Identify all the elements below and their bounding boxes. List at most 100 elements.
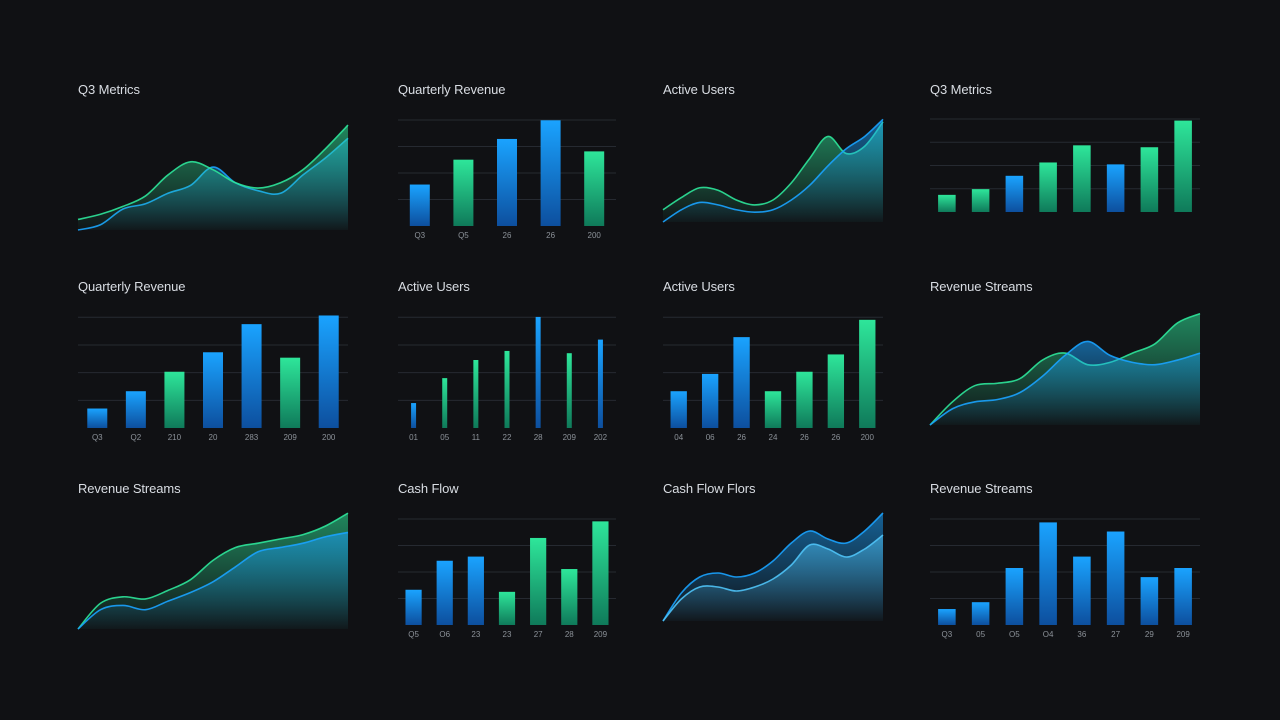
tick-label: 209 [594,630,608,639]
chart-title: Active Users [398,279,470,294]
tick-label: 26 [800,433,809,442]
chart-panel: Active Users 01 05 11 22 28 209 202 [398,279,616,449]
series-line [929,340,1201,426]
bar [1073,556,1091,625]
tick-label: O4 [1043,630,1054,639]
series-line [662,534,884,622]
bar [411,403,417,428]
chart-title: Quarterly Revenue [78,279,186,294]
tick-label: 26 [546,231,555,240]
series-line [77,124,349,221]
tick-label: Q2 [131,433,142,442]
tick-label: 28 [534,433,543,442]
bar [764,391,782,428]
bar [1039,522,1057,625]
chart-canvas [77,124,349,231]
chart-title: Revenue Streams [78,481,181,496]
bar [701,373,719,428]
tick-label: 20 [209,433,218,442]
chart-panel: Quarterly Revenue Q3 Q5 26 26 200 [398,82,616,242]
bar [1140,147,1159,212]
tick-label: Q3 [942,630,953,639]
tick-label: 36 [1077,630,1086,639]
tick-label: O6 [439,630,450,639]
tick-label: 04 [674,433,683,442]
bar [473,360,479,428]
tick-label: 200 [861,433,875,442]
tick-label: 06 [706,433,715,442]
tick-label: 24 [769,433,778,442]
tick-label: 202 [594,433,608,442]
chart-title: Q3 Metrics [930,82,992,97]
bar [164,371,185,428]
tick-label: 209 [283,433,297,442]
bar [971,189,990,212]
series-line [662,512,884,622]
tick-label: 200 [322,433,336,442]
tick-label: 05 [440,433,449,442]
tick-label: 210 [168,433,182,442]
bar [1174,568,1192,625]
tick-label: 01 [409,433,418,442]
chart-canvas: Q5 O6 23 23 27 28 209 [398,518,616,639]
tick-label: 11 [472,433,481,442]
chart-panel: Active Users 04 06 26 24 26 26 200 [663,279,883,449]
bar [453,159,474,226]
bar [405,589,422,625]
chart-canvas [662,512,884,622]
bar [670,391,687,428]
tick-label: 26 [831,433,840,442]
bar [530,537,547,625]
bar [498,591,516,625]
tick-label: 23 [471,630,480,639]
bar [1106,531,1125,625]
bar [561,569,578,625]
bar [1106,164,1125,212]
chart-canvas: Q3 Q5 26 26 200 [398,119,616,240]
bar [1140,577,1159,625]
chart-panel: Q3 Metrics [930,82,1200,242]
bar [87,408,108,428]
bar [467,556,484,625]
chart-panel: Revenue Streams Q3 05 O5 O4 36 27 29 209 [930,481,1200,641]
chart-panel: Q3 Metrics [77,82,349,232]
chart-title: Revenue Streams [930,279,1033,294]
tick-label: Q5 [458,231,469,240]
bar [1073,145,1091,212]
bar [1039,162,1057,212]
bar [409,184,430,226]
tick-label: Q5 [408,630,419,639]
tick-label: Q3 [92,433,103,442]
tick-label: 28 [565,630,574,639]
bar [540,120,561,226]
chart-panel: Revenue Streams [929,279,1201,439]
chart-panel: Active Users [662,82,884,232]
tick-label: 283 [245,433,259,442]
chart-panel: Cash Flow Flors [662,481,884,631]
bar [535,316,541,428]
area-fill [78,125,348,230]
tick-label: 29 [1145,630,1154,639]
series-line [929,312,1201,426]
tick-label: 05 [976,630,985,639]
chart-canvas: 01 05 11 22 28 209 202 [398,316,616,442]
bar [592,521,609,625]
chart-canvas: Q3 Q2 210 20 283 209 200 [78,315,348,442]
chart-title: Active Users [663,279,735,294]
tick-label: 200 [588,231,602,240]
chart-title: Revenue Streams [930,481,1033,496]
chart-panel: Quarterly Revenue Q3 Q2 210 20 283 209 200 [78,279,348,449]
bar [859,319,876,428]
bar [938,194,956,212]
area-fill [78,532,348,629]
series-line [662,118,884,223]
bar [241,324,262,428]
chart-title: Q3 Metrics [78,82,140,97]
bar [497,138,517,226]
bar [796,371,813,428]
bar [125,391,146,428]
area-fill [663,535,883,621]
chart-canvas [930,118,1200,212]
tick-label: 209 [563,433,577,442]
bar [827,354,845,428]
